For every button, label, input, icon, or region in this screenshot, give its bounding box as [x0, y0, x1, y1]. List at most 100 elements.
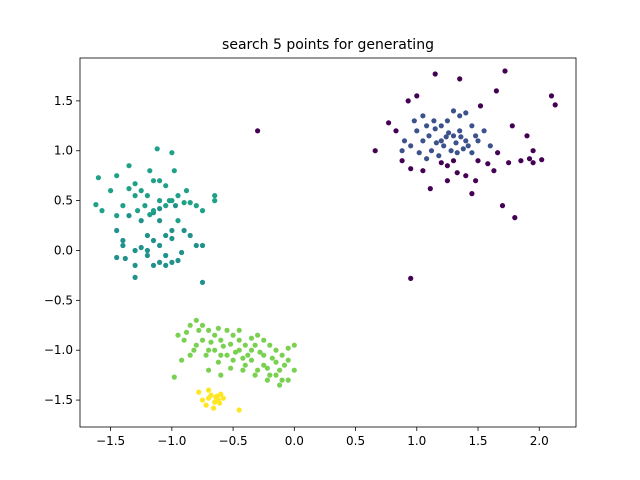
x-tick-label: −0.5	[219, 434, 248, 448]
data-point	[465, 143, 471, 149]
x-tick-label: 1.5	[468, 434, 487, 448]
data-point	[218, 372, 224, 378]
data-point	[108, 188, 114, 194]
data-point	[203, 402, 209, 408]
data-point	[469, 123, 475, 129]
data-point	[261, 337, 267, 343]
data-point	[220, 395, 226, 401]
data-point	[236, 337, 242, 343]
data-point	[248, 357, 255, 363]
data-point	[171, 374, 177, 380]
data-point	[212, 332, 218, 338]
data-point	[432, 126, 438, 132]
data-point	[450, 158, 457, 164]
data-point	[212, 193, 218, 199]
data-point	[99, 208, 105, 214]
data-point	[506, 160, 512, 166]
data-point	[122, 255, 128, 262]
data-point	[163, 232, 169, 239]
data-point	[215, 359, 221, 365]
data-point	[473, 178, 479, 184]
data-point	[453, 140, 459, 146]
data-point	[144, 247, 150, 254]
data-point	[252, 342, 258, 348]
data-point	[460, 146, 466, 152]
data-point	[114, 213, 120, 219]
data-point	[408, 143, 414, 149]
data-point	[552, 102, 558, 108]
data-point	[179, 357, 185, 363]
data-point	[236, 407, 242, 413]
data-point	[454, 150, 460, 156]
data-point	[285, 377, 291, 383]
data-point	[257, 349, 263, 355]
data-point	[457, 128, 463, 134]
data-point	[401, 138, 408, 144]
data-point	[493, 88, 499, 94]
data-point	[255, 128, 261, 134]
data-point	[240, 367, 246, 373]
data-point	[491, 168, 497, 174]
data-point	[150, 237, 157, 244]
x-tick-label: 0.5	[346, 434, 365, 448]
data-point	[187, 352, 193, 358]
data-point	[408, 166, 414, 172]
data-point	[285, 357, 291, 363]
data-point	[157, 198, 163, 204]
data-point	[450, 108, 457, 114]
data-point	[443, 134, 449, 140]
data-point	[193, 242, 199, 249]
data-point	[285, 345, 291, 351]
y-tick-label: 1.0	[54, 144, 73, 158]
data-point	[147, 168, 153, 174]
data-point	[154, 146, 160, 152]
data-point	[114, 254, 120, 261]
data-point	[157, 218, 163, 224]
data-point	[469, 150, 475, 156]
data-point	[433, 140, 439, 146]
data-point	[120, 242, 126, 249]
y-axis: −1.5 −1.0 −0.5 0.0 0.5 1.0 1.5	[44, 94, 80, 407]
data-point	[132, 181, 138, 187]
data-point	[93, 202, 99, 208]
data-point	[548, 93, 555, 99]
data-point	[191, 347, 197, 353]
data-point	[150, 208, 157, 214]
data-point	[458, 134, 464, 140]
data-point	[509, 123, 515, 129]
data-point	[524, 133, 530, 139]
data-point	[228, 365, 234, 371]
data-point	[212, 198, 218, 204]
data-point	[499, 203, 506, 209]
points-layer	[93, 68, 558, 413]
data-point	[469, 191, 475, 197]
data-point	[175, 218, 181, 224]
data-point	[267, 342, 273, 348]
data-point	[457, 76, 463, 82]
chart-title: search 5 points for generating	[222, 37, 434, 53]
data-point	[179, 249, 185, 256]
data-point	[279, 352, 285, 358]
data-point	[277, 382, 283, 388]
data-point	[193, 317, 199, 323]
data-point	[224, 352, 230, 358]
data-point	[277, 367, 283, 373]
data-point	[171, 168, 177, 174]
data-point	[199, 279, 206, 285]
data-point	[147, 212, 153, 218]
data-point	[267, 372, 273, 378]
data-point	[261, 362, 267, 368]
data-point	[426, 133, 432, 139]
data-point	[132, 274, 138, 280]
data-point	[386, 120, 392, 126]
data-point	[230, 357, 236, 363]
data-point	[399, 158, 405, 164]
data-point	[175, 332, 181, 338]
data-point	[457, 113, 463, 119]
data-point	[163, 262, 169, 268]
y-tick-label: −0.5	[44, 293, 73, 307]
data-point	[424, 123, 430, 129]
data-point	[120, 237, 126, 244]
data-point	[213, 394, 219, 400]
